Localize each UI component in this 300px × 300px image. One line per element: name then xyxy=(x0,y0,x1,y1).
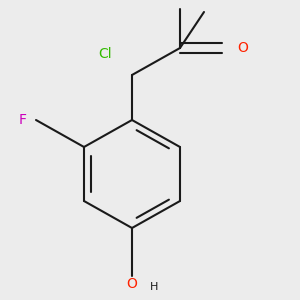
Text: O: O xyxy=(237,41,248,55)
Text: O: O xyxy=(127,277,137,290)
Text: Cl: Cl xyxy=(98,47,112,61)
Text: H: H xyxy=(150,283,158,292)
Text: F: F xyxy=(19,113,27,127)
